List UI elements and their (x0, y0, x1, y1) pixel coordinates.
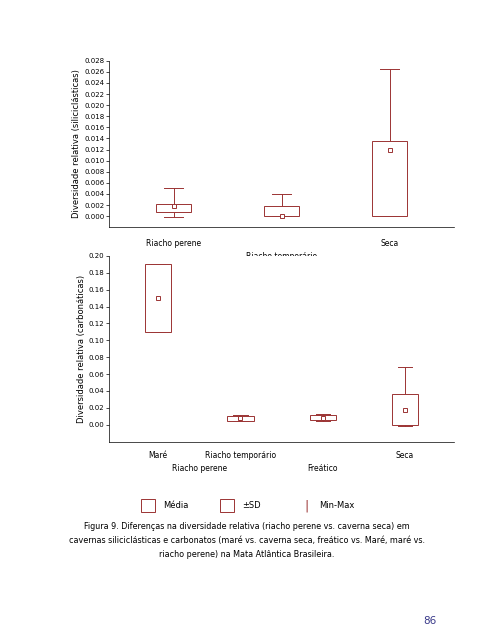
Text: cavernas siliciclásticas e carbonatos (maré vs. caverna seca, freático vs. Maré,: cavernas siliciclásticas e carbonatos (m… (69, 536, 425, 545)
Bar (227, 416, 253, 420)
Text: Maré: Maré (149, 451, 167, 460)
Text: Riacho temporário: Riacho temporário (246, 252, 317, 261)
Bar (156, 204, 191, 212)
Bar (220, 499, 234, 512)
Bar (264, 206, 299, 216)
Y-axis label: Diversidade relativa (siliciclásticas): Diversidade relativa (siliciclásticas) (73, 70, 82, 218)
Text: Riacho perene: Riacho perene (146, 239, 201, 248)
Text: Figura 9. Diferenças na diversidade relativa (riacho perene vs. caverna seca) em: Figura 9. Diferenças na diversidade rela… (84, 522, 410, 531)
Text: ±SD: ±SD (242, 501, 261, 510)
Text: Freático: Freático (307, 464, 338, 473)
Y-axis label: Diversidade relativa (carbonáticas): Diversidade relativa (carbonáticas) (77, 275, 86, 423)
Text: Seca: Seca (380, 239, 399, 248)
Text: riacho perene) na Mata Atlântica Brasileira.: riacho perene) na Mata Atlântica Brasile… (159, 550, 335, 559)
Text: Min-Max: Min-Max (319, 501, 354, 510)
Text: Riacho perene: Riacho perene (172, 464, 227, 473)
Bar (141, 499, 155, 512)
Bar (145, 264, 171, 332)
Text: Seca: Seca (396, 451, 414, 460)
Text: Média: Média (163, 501, 188, 510)
Bar (310, 415, 336, 420)
Text: |: | (304, 499, 308, 512)
Bar (372, 141, 407, 216)
Bar (392, 394, 418, 425)
Text: Riacho temporário: Riacho temporário (205, 451, 276, 460)
Text: 86: 86 (423, 616, 436, 626)
